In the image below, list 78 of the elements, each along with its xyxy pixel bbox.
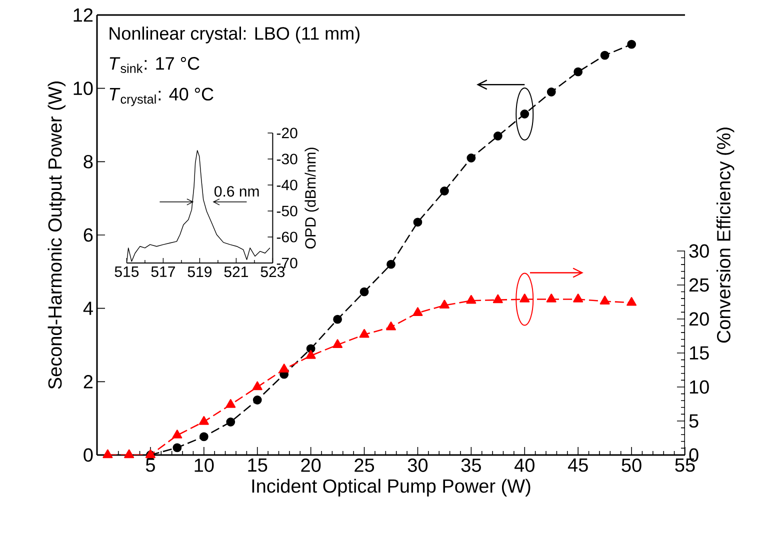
point xyxy=(520,294,530,302)
y-tick-label: 6 xyxy=(84,228,93,242)
x-tick-label: 521 xyxy=(224,266,248,278)
x-tick-label: 15 xyxy=(248,458,268,472)
x-tick-label: 515 xyxy=(114,266,139,277)
point xyxy=(626,297,637,306)
y2-tick-label: 5 xyxy=(689,414,698,428)
point xyxy=(102,449,113,458)
x-tick-label: 519 xyxy=(188,266,212,278)
y2-tick-label: 20 xyxy=(689,312,709,326)
y-tick-label: -20 xyxy=(276,128,298,138)
x-tick-label: 20 xyxy=(301,458,321,472)
y2-axis-title: Conversion Efficiency (%) xyxy=(716,128,734,343)
point xyxy=(226,418,236,426)
y2-tick-label: 25 xyxy=(689,278,709,292)
x-tick-label: 35 xyxy=(461,458,481,472)
point xyxy=(124,449,134,458)
point xyxy=(573,294,584,302)
y-tick-label: -60 xyxy=(276,232,298,242)
y-tick-label: -30 xyxy=(276,154,298,164)
annotation: T$_{sink}$: 17 °C xyxy=(110,57,200,73)
y2-tick-label: 30 xyxy=(689,244,709,258)
x-tick-label: 5 xyxy=(146,458,155,472)
annotation: 0.6 nm xyxy=(214,186,259,197)
point xyxy=(493,132,502,140)
x-tick-label: 523 xyxy=(260,266,285,278)
y2-tick-label: 10 xyxy=(690,380,709,394)
x-tick-label: 30 xyxy=(408,458,428,472)
point xyxy=(226,399,236,408)
y-axis-title: Second-Harmonic Output Power (W) xyxy=(48,82,66,389)
y-tick-label: -40 xyxy=(276,180,298,190)
point xyxy=(413,218,422,227)
annotation: Nonlinear crystal: LBO (11 mm) xyxy=(110,26,360,44)
point xyxy=(198,416,209,425)
y-axis-title: OPD (dBm/nm) xyxy=(304,148,319,249)
y-tick-label: 2 xyxy=(84,375,93,388)
point xyxy=(333,314,342,324)
point xyxy=(412,307,423,316)
point xyxy=(520,110,530,118)
x-tick-label: 10 xyxy=(194,458,214,472)
y-tick-label: 12 xyxy=(74,8,93,22)
y-tick-label: 10 xyxy=(74,82,93,96)
point xyxy=(600,296,610,304)
point xyxy=(306,350,316,359)
point xyxy=(332,339,343,348)
point xyxy=(492,294,503,304)
point xyxy=(600,50,610,60)
point xyxy=(574,67,583,76)
x-tick-label: 45 xyxy=(568,458,588,472)
x-tick-label: 40 xyxy=(514,458,534,472)
y-tick-label: 4 xyxy=(83,302,93,315)
annotation: T$_{crystal}$: 40 °C xyxy=(110,88,214,106)
point xyxy=(252,381,262,390)
point xyxy=(440,186,449,196)
point xyxy=(359,328,370,338)
point xyxy=(546,88,556,96)
y-tick-label: 8 xyxy=(84,154,93,168)
y2-tick-label: 15 xyxy=(690,346,709,360)
point xyxy=(439,300,450,309)
point xyxy=(279,364,290,372)
x-tick-label: 25 xyxy=(354,458,374,472)
point xyxy=(466,294,476,304)
point xyxy=(386,260,396,269)
x-tick-label: 50 xyxy=(622,458,642,472)
point xyxy=(199,432,208,442)
point xyxy=(466,154,476,162)
point xyxy=(627,40,636,49)
point xyxy=(360,287,369,296)
point xyxy=(172,430,182,438)
point xyxy=(252,396,262,404)
point xyxy=(386,321,396,330)
y-tick-label: 0 xyxy=(84,448,93,462)
y-tick-label: -70 xyxy=(276,258,298,268)
y-tick-label: -50 xyxy=(276,206,298,216)
x-tick-label: 517 xyxy=(151,266,175,277)
point xyxy=(172,443,182,452)
point xyxy=(546,294,556,302)
x-axis-title: Incident Optical Pump Power (W) xyxy=(252,478,530,497)
